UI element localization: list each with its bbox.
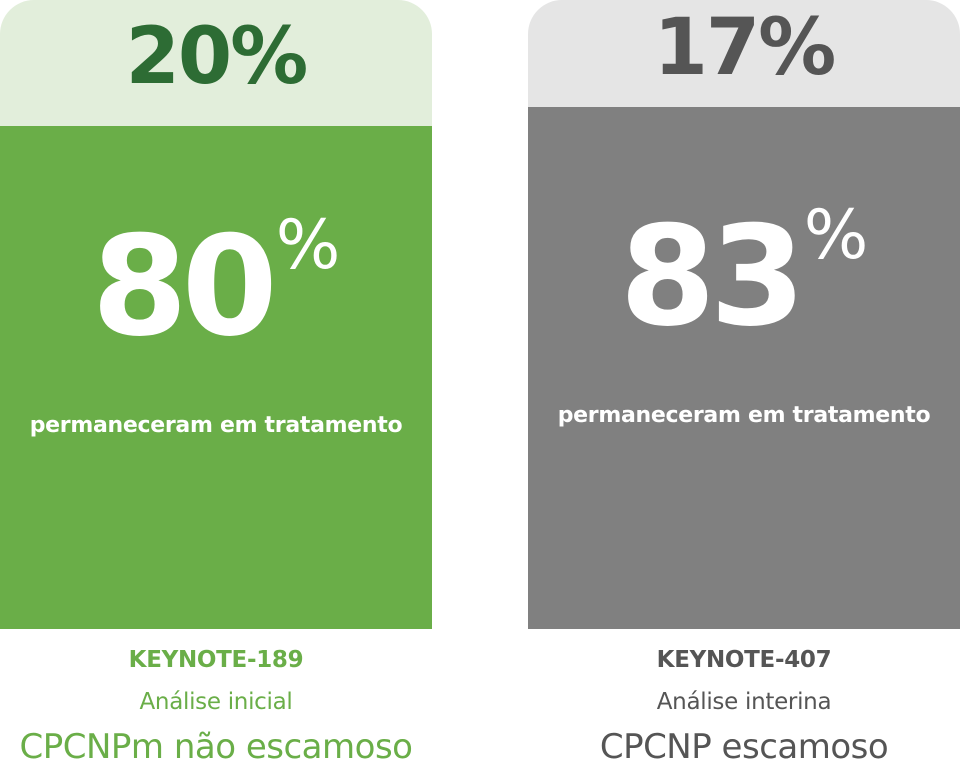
remained-segment: 80% permaneceram em tratamento: [0, 126, 432, 629]
population-label: CPCNPm não escamoso: [19, 727, 413, 767]
trial-name: KEYNOTE-407: [656, 647, 832, 673]
population-label: CPCNP escamoso: [599, 727, 889, 767]
percent-sign: %: [803, 196, 869, 275]
discontinued-value: 17%: [653, 3, 837, 93]
remained-segment: 83% permaneceram em tratamento: [528, 107, 960, 629]
remained-value: 83%: [528, 196, 960, 357]
discontinued-segment: 20%: [0, 0, 432, 126]
trial-name: KEYNOTE-189: [128, 647, 304, 673]
label-block-keynote-189: KEYNOTE-189 Análise inicial CPCNPm não e…: [0, 640, 432, 770]
remained-number: 83: [619, 196, 806, 357]
remained-caption: permaneceram em tratamento: [29, 412, 403, 438]
discontinued-segment: 17%: [528, 0, 960, 107]
remained-number: 80: [91, 205, 278, 367]
discontinued-value: 20%: [125, 12, 309, 102]
analysis-type: Análise inicial: [139, 689, 293, 715]
label-block-keynote-407: KEYNOTE-407 Análise interina CPCNP escam…: [528, 640, 960, 770]
analysis-type: Análise interina: [656, 689, 832, 715]
remained-value: 80%: [0, 205, 432, 367]
remained-caption: permaneceram em tratamento: [557, 403, 931, 428]
chart-card-keynote-407: 17% 83% permaneceram em tratamento: [528, 0, 960, 629]
chart-card-keynote-189: 20% 80% permaneceram em tratamento: [0, 0, 432, 629]
percent-sign: %: [275, 205, 341, 285]
